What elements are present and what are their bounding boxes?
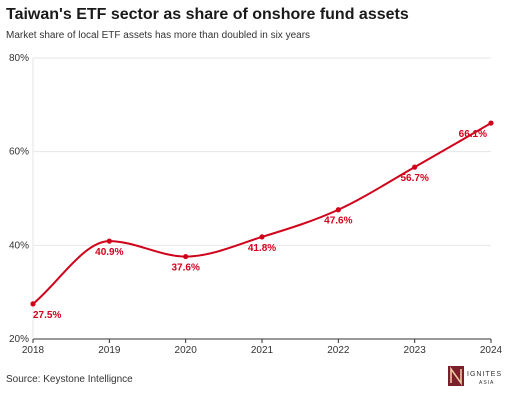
x-tick-label: 2019 — [98, 345, 121, 356]
y-tick-label: 20% — [9, 334, 29, 345]
series-path — [32, 122, 492, 305]
data-label-2019: 40.9% — [95, 247, 123, 258]
x-tick-label: 2021 — [251, 345, 274, 356]
x-axis: 2018 2019 2020 2021 2022 2023 2024 — [22, 58, 503, 356]
chart-subtitle: Market share of local ETF assets has mor… — [6, 30, 311, 41]
svg-text:ASIA: ASIA — [479, 380, 494, 386]
data-label-2024: 66.1% — [459, 129, 487, 140]
data-point-2020 — [183, 253, 189, 260]
gridlines — [33, 57, 491, 246]
data-point-2024 — [488, 120, 494, 126]
data-point-2019 — [106, 238, 112, 244]
series-line — [32, 122, 492, 305]
data-labels: 27.5% 40.9% 37.6% 41.8% 47.6% 56.7% 66.1% — [33, 129, 487, 321]
data-point-2021 — [259, 234, 265, 240]
data-point-2018 — [30, 301, 36, 307]
data-label-2022: 47.6% — [324, 216, 352, 227]
ignites-asia-logo: IGNITES ASIA — [448, 366, 502, 386]
chart-title: Taiwan's ETF sector as share of onshore … — [6, 6, 409, 23]
x-tick-label: 2020 — [175, 345, 198, 356]
y-axis-ticks: 20% 40% 60% 80% — [9, 53, 29, 345]
x-tick-label: 2022 — [327, 345, 350, 356]
y-tick-label: 80% — [9, 53, 29, 64]
data-point-2023 — [412, 164, 418, 170]
y-tick-label: 40% — [9, 240, 29, 251]
y-tick-label: 60% — [9, 147, 29, 158]
data-points — [30, 120, 494, 307]
data-label-2018: 27.5% — [33, 310, 61, 321]
source-note: Source: Keystone Intellignce — [6, 374, 133, 385]
x-tick-label: 2024 — [480, 345, 503, 356]
x-tick-label: 2018 — [22, 345, 45, 356]
data-label-2020: 37.6% — [171, 263, 199, 274]
data-label-2023: 56.7% — [400, 173, 428, 184]
data-point-2022 — [335, 207, 341, 213]
x-tick-label: 2023 — [404, 345, 427, 356]
svg-text:IGNITES: IGNITES — [467, 371, 502, 378]
data-label-2021: 41.8% — [248, 243, 276, 254]
